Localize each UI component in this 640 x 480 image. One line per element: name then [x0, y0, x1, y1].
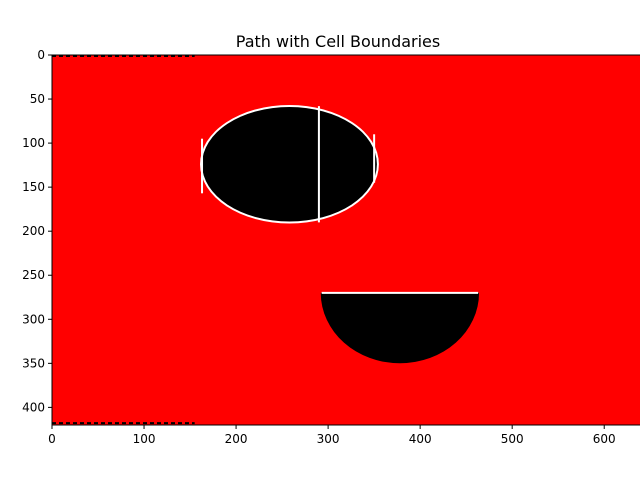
obstacle-ellipse-1	[202, 106, 377, 222]
x-tick-label: 300	[317, 432, 340, 446]
y-tick-label: 150	[22, 180, 45, 194]
y-tick-label: 200	[22, 224, 45, 238]
y-tick-label: 0	[37, 48, 45, 62]
obstacle-half-ellipse-2	[320, 292, 480, 364]
y-axis: 0 50 100 150 200 250 300 350 400	[22, 48, 52, 414]
x-tick-label: 600	[593, 432, 616, 446]
y-tick-label: 100	[22, 136, 45, 150]
x-tick-label: 500	[501, 432, 524, 446]
axes-frame	[51, 54, 640, 426]
x-tick-label: 200	[225, 432, 248, 446]
y-tick-label: 350	[22, 356, 45, 370]
chart-title: Path with Cell Boundaries	[236, 32, 440, 51]
x-tick-label: 0	[48, 432, 56, 446]
x-tick-label: 100	[133, 432, 156, 446]
x-axis: 0 100 200 300 400 500 600	[48, 425, 616, 446]
y-tick-label: 250	[22, 268, 45, 282]
y-tick-label: 50	[30, 92, 45, 106]
x-tick-label: 400	[409, 432, 432, 446]
free-space-region	[52, 55, 640, 425]
plot-area	[52, 55, 640, 425]
y-tick-label: 400	[22, 400, 45, 414]
y-tick-label: 300	[22, 312, 45, 326]
